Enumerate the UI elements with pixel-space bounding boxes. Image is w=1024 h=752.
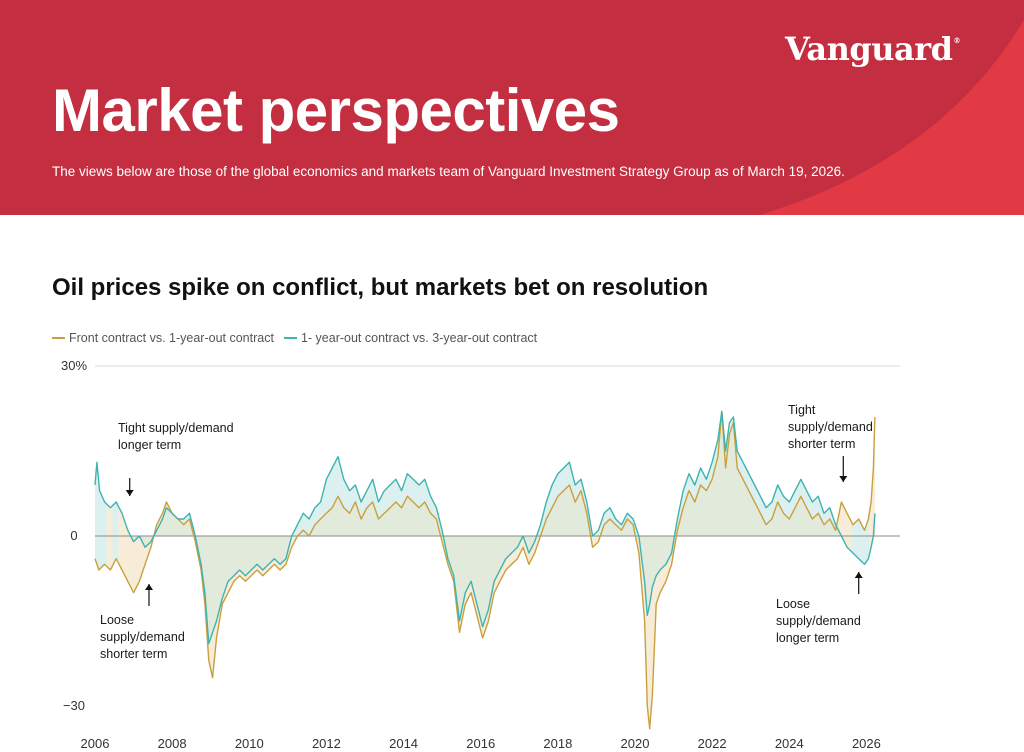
page-title: Market perspectives [52, 77, 620, 144]
legend-label-front: Front contract vs. 1-year-out contract [69, 331, 274, 345]
chart-legend: Front contract vs. 1-year-out contract 1… [52, 330, 547, 346]
x-tick-label: 2018 [543, 736, 572, 751]
x-tick-label: 2010 [235, 736, 264, 751]
x-tick-label: 2012 [312, 736, 341, 751]
annotation-text-tight-shorter: Tight [788, 403, 816, 417]
annotation-text-tight-shorter: shorter term [788, 437, 855, 451]
legend-item-back: 1- year-out contract vs. 3-year-out cont… [283, 331, 538, 345]
x-tick-label: 2020 [621, 736, 650, 751]
x-tick-label: 2024 [775, 736, 804, 751]
annotation-arrowhead-loose-longer [854, 572, 863, 578]
annotation-arrowhead-loose-shorter [145, 584, 153, 590]
legend-swatch-back [283, 337, 297, 339]
annotation-text-loose-longer: longer term [776, 631, 839, 645]
brand-registered-mark: ® [953, 36, 961, 45]
series-line-back [94, 410, 876, 645]
x-tick-label: 2014 [389, 736, 418, 751]
annotation-text-loose-shorter: shorter term [100, 647, 167, 661]
annotation-arrowhead-tight-shorter [839, 476, 848, 482]
brand-logo: Vanguard® [785, 30, 960, 68]
y-tick-label: 0 [70, 528, 77, 543]
legend-item-front: Front contract vs. 1-year-out contract [52, 331, 274, 345]
chart-title: Oil prices spike on conflict, but market… [52, 274, 709, 301]
annotation-text-loose-shorter: supply/demand [100, 630, 185, 644]
header-banner: Vanguard® Market perspectives The views … [0, 0, 1024, 215]
legend-swatch-front [52, 337, 65, 339]
y-tick-label: −30 [63, 698, 85, 713]
brand-logo-text: Vanguard [785, 30, 953, 68]
series-line-front [94, 410, 876, 730]
annotation-text-tight-longer: longer term [118, 438, 181, 452]
shading-common [95, 422, 875, 640]
x-tick-label: 2016 [466, 736, 495, 751]
y-tick-label: 30% [61, 358, 87, 373]
page-subtitle: The views below are those of the global … [52, 164, 845, 179]
annotation-text-tight-shorter: supply/demand [788, 420, 873, 434]
x-tick-label: 2008 [158, 736, 187, 751]
banner-swoosh [760, 20, 1024, 215]
annotation-text-loose-longer: Loose [776, 597, 810, 611]
annotation-text-loose-longer: supply/demand [776, 614, 861, 628]
x-tick-label: 2022 [698, 736, 727, 751]
x-tick-label: 2006 [81, 736, 110, 751]
legend-label-back: 1- year-out contract vs. 3-year-out cont… [300, 331, 538, 345]
banner-accent-shape [760, 20, 1024, 215]
annotation-text-tight-longer: Tight supply/demand [118, 421, 234, 435]
annotation-arrowhead-tight-longer [125, 490, 134, 496]
chart-canvas: 30% 0 −30 2006 2008 2010 2012 2014 2016 2018 2020 2… [61, 358, 900, 751]
x-tick-label: 2026 [852, 736, 881, 751]
annotation-text-loose-shorter: Loose [100, 613, 134, 627]
